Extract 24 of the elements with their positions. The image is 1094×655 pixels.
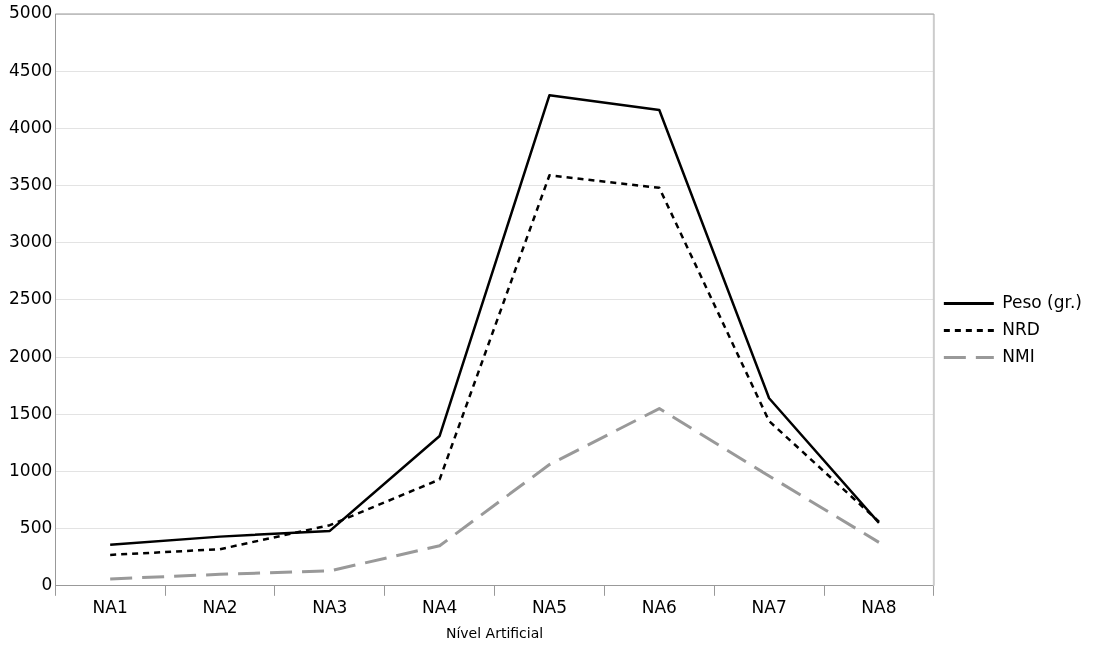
y-tick-label: 4500 <box>9 59 53 80</box>
y-tick-label: 2500 <box>9 288 53 309</box>
y-tick-label: 3000 <box>9 231 53 252</box>
legend-label: NRD <box>1002 318 1040 339</box>
y-tick-label: 500 <box>19 517 53 538</box>
legend-label: Peso (gr.) <box>1002 291 1082 312</box>
y-tick-label: 2000 <box>9 345 53 366</box>
x-axis-title: Nível Artificial <box>445 625 544 642</box>
y-tick-label: 0 <box>41 574 53 595</box>
legend-label: NMI <box>1002 345 1035 366</box>
y-tick-label: 3500 <box>9 173 53 194</box>
line-series <box>108 407 881 581</box>
y-tick-label: 1000 <box>9 459 53 480</box>
y-tick-label: 4000 <box>9 116 53 137</box>
x-tick-label: NA8 <box>861 597 897 618</box>
y-tick-label: 1500 <box>9 402 53 423</box>
x-tick-label: NA2 <box>202 597 238 618</box>
x-tick-label: NA6 <box>641 597 677 618</box>
x-tick-label: NA4 <box>422 597 458 618</box>
x-tick-label: NA7 <box>751 597 787 618</box>
x-tick-label: NA1 <box>92 597 128 618</box>
x-tick-label: NA3 <box>312 597 348 618</box>
y-tick-label: 5000 <box>9 2 53 23</box>
x-tick-label: NA5 <box>531 597 568 618</box>
